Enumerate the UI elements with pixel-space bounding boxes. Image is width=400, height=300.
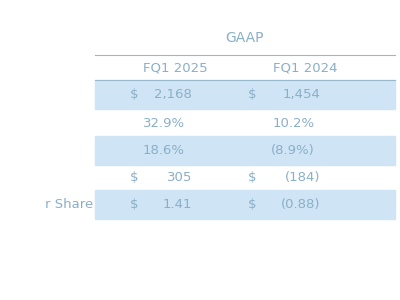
- Text: 1.41: 1.41: [162, 198, 192, 211]
- Text: FQ1 2024: FQ1 2024: [273, 61, 337, 74]
- Bar: [95, 80, 395, 109]
- Text: (8.9%): (8.9%): [271, 144, 315, 157]
- Text: 1,454: 1,454: [282, 88, 320, 101]
- Text: GAAP: GAAP: [226, 31, 264, 45]
- Text: $: $: [248, 88, 256, 101]
- Text: $: $: [248, 171, 256, 184]
- Text: 18.6%: 18.6%: [143, 144, 185, 157]
- Text: (184): (184): [284, 171, 320, 184]
- Text: $: $: [130, 88, 138, 101]
- Text: $: $: [130, 171, 138, 184]
- Text: 305: 305: [167, 171, 192, 184]
- Text: $: $: [130, 198, 138, 211]
- Bar: [95, 136, 395, 165]
- Text: 2,168: 2,168: [154, 88, 192, 101]
- Text: r Share: r Share: [45, 198, 93, 211]
- Text: $: $: [248, 198, 256, 211]
- Bar: [95, 190, 395, 219]
- Text: 10.2%: 10.2%: [273, 117, 315, 130]
- Text: 32.9%: 32.9%: [143, 117, 185, 130]
- Text: (0.88): (0.88): [280, 198, 320, 211]
- Text: FQ1 2025: FQ1 2025: [143, 61, 207, 74]
